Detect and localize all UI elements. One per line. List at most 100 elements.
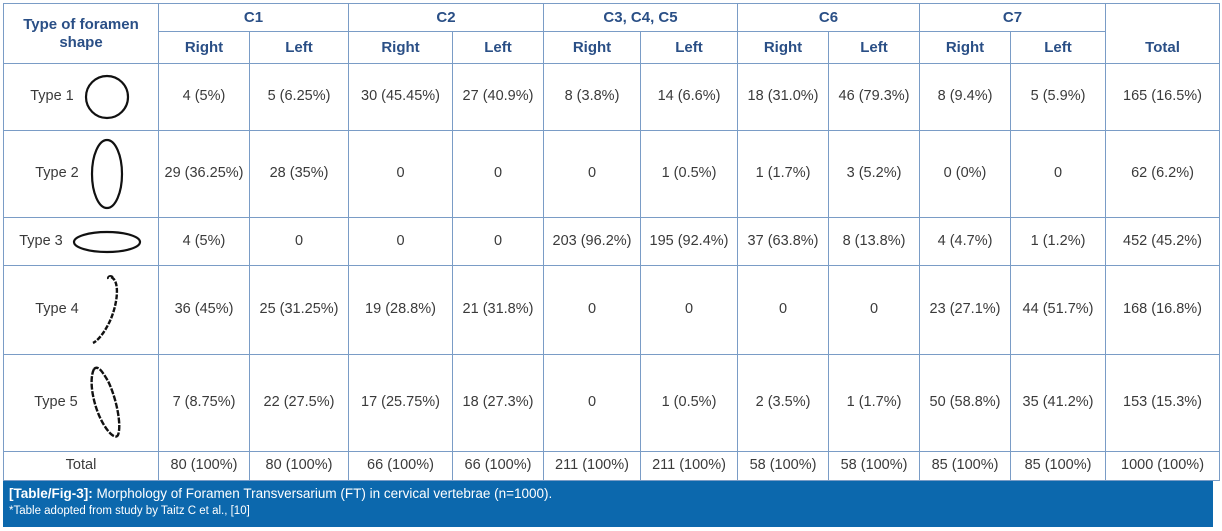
table-cell: 0 <box>452 217 544 266</box>
table-cell: 0 <box>452 130 544 218</box>
table-cell: 35 (41.2%) <box>1010 354 1107 452</box>
table-cell: 195 (92.4%) <box>639 217 739 266</box>
table-cell: 0 (0%) <box>919 130 1012 218</box>
table-cell: 22 (27.5%) <box>249 354 349 452</box>
vertical-oval-shape-icon <box>90 138 123 210</box>
table-cell: 0 <box>1010 130 1107 218</box>
side-header: Left <box>249 31 349 64</box>
table-cell: 80 (100%) <box>158 451 250 481</box>
table-cell: 5 (5.9%) <box>1010 63 1107 131</box>
row-total-cell: 165 (16.5%) <box>1105 63 1221 131</box>
grand-total-cell: 1000 (100%) <box>1105 451 1221 481</box>
table-cell: 25 (31.25%) <box>249 265 349 355</box>
table-cell: 1 (1.2%) <box>1010 217 1107 266</box>
table-cell: 1 (1.7%) <box>828 354 921 452</box>
type-cell: Type 2 <box>3 130 159 218</box>
table-cell: 4 (5%) <box>158 217 250 266</box>
row-total-cell: 168 (16.8%) <box>1105 265 1221 355</box>
table-cell: 80 (100%) <box>249 451 349 481</box>
side-header: Right <box>158 31 250 64</box>
table-cell: 58 (100%) <box>828 451 921 481</box>
table-cell: 0 <box>543 354 641 452</box>
table-cell: 58 (100%) <box>737 451 830 481</box>
side-header: Left <box>1010 31 1107 64</box>
table-cell: 44 (51.7%) <box>1010 265 1107 355</box>
caption-text: Morphology of Foramen Transversarium (FT… <box>92 486 553 501</box>
vertebra-header: C7 <box>919 3 1107 32</box>
type-label: Type 1 <box>30 88 74 105</box>
type-cell: Type 3 <box>3 217 159 266</box>
table-cell: 0 <box>639 265 739 355</box>
row-total-cell: 452 (45.2%) <box>1105 217 1221 266</box>
table-cell: 0 <box>348 217 453 266</box>
vertebra-header: C3, C4, C5 <box>542 3 739 32</box>
side-header: Right <box>919 31 1012 64</box>
table-cell: 27 (40.9%) <box>452 63 544 131</box>
vertebra-header: C6 <box>737 3 921 32</box>
table-cell: 1 (1.7%) <box>737 130 830 218</box>
table-cell: 50 (58.8%) <box>919 354 1012 452</box>
total-row: Total 80 (100%) 80 (100%) 66 (100%) 66 (… <box>3 451 1221 481</box>
table-row: Type 3 4 (5%) 0 0 0 203 (96.2%) 195 (92.… <box>3 217 1221 266</box>
vertebra-header: C1 <box>158 3 349 32</box>
table-cell: 1 (0.5%) <box>639 130 739 218</box>
open-arc-shape-icon <box>92 275 118 345</box>
table-cell: 37 (63.8%) <box>737 217 830 266</box>
table-cell: 0 <box>543 265 641 355</box>
table-cell: 85 (100%) <box>919 451 1012 481</box>
table-cell: 0 <box>543 130 641 218</box>
table-cell: 30 (45.45%) <box>348 63 453 131</box>
table-cell: 4 (5%) <box>158 63 250 131</box>
total-header: Total <box>1105 3 1221 64</box>
table-row: Type 4 36 (45%) 25 (31.25%) 19 (28.8%) 2… <box>3 265 1221 355</box>
table-cell: 28 (35%) <box>249 130 349 218</box>
type-header: Type of foramen shape <box>3 3 159 64</box>
caption-note: *Table adopted from study by Taitz C et … <box>9 505 250 517</box>
table-row: Type 1 4 (5%) 5 (6.25%) 30 (45.45%) 27 (… <box>3 63 1221 131</box>
type-label: Type 4 <box>35 301 79 318</box>
table-cell: 5 (6.25%) <box>249 63 349 131</box>
table-cell: 85 (100%) <box>1010 451 1107 481</box>
table-cell: 211 (100%) <box>543 451 641 481</box>
side-header: Left <box>452 31 544 64</box>
table-cell: 23 (27.1%) <box>919 265 1012 355</box>
table-cell: 17 (25.75%) <box>348 354 453 452</box>
table-cell: 0 <box>737 265 830 355</box>
table-cell: 8 (3.8%) <box>543 63 641 131</box>
table-cell: 19 (28.8%) <box>348 265 453 355</box>
row-total-cell: 153 (15.3%) <box>1105 354 1221 452</box>
figure-caption: [Table/Fig-3]: Morphology of Foramen Tra… <box>3 481 1213 527</box>
table-cell: 1 (0.5%) <box>639 354 739 452</box>
table-cell: 18 (31.0%) <box>737 63 830 131</box>
foramen-table: Type of foramen shape C1 C2 C3, C4, C5 C… <box>3 3 1221 481</box>
type-cell: Type 1 <box>3 63 159 131</box>
side-header: Right <box>737 31 830 64</box>
caption-line: [Table/Fig-3]: Morphology of Foramen Tra… <box>9 485 1213 503</box>
row-total-cell: 62 (6.2%) <box>1105 130 1221 218</box>
header-row-vertebrae: Type of foramen shape C1 C2 C3, C4, C5 C… <box>3 3 1221 64</box>
table-cell: 3 (5.2%) <box>828 130 921 218</box>
type-label: Type 3 <box>19 232 63 249</box>
table-cell: 18 (27.3%) <box>452 354 544 452</box>
table-row: Type 5 7 (8.75%) 22 (27.5%) 17 (25.75%) … <box>3 354 1221 452</box>
horizontal-oval-shape-icon <box>72 230 141 253</box>
table-cell: 203 (96.2%) <box>543 217 641 266</box>
table-cell: 0 <box>348 130 453 218</box>
side-header: Right <box>348 31 453 64</box>
vertebra-header: C2 <box>348 3 544 32</box>
table-row: Type 2 29 (36.25%) 28 (35%) 0 0 0 1 (0.5… <box>3 130 1221 218</box>
side-header: Right <box>543 31 641 64</box>
table-cell: 36 (45%) <box>158 265 250 355</box>
table-cell: 14 (6.6%) <box>639 63 739 131</box>
type-cell: Type 5 <box>3 354 159 452</box>
table-cell: 8 (9.4%) <box>919 63 1012 131</box>
total-row-label: Total <box>3 451 159 481</box>
table-cell: 66 (100%) <box>452 451 544 481</box>
tilted-oval-shape-icon <box>90 366 121 438</box>
type-cell: Type 4 <box>3 265 159 355</box>
type-label: Type 2 <box>35 165 79 182</box>
table-cell: 21 (31.8%) <box>452 265 544 355</box>
table-cell: 46 (79.3%) <box>828 63 921 131</box>
table-cell: 4 (4.7%) <box>919 217 1012 266</box>
